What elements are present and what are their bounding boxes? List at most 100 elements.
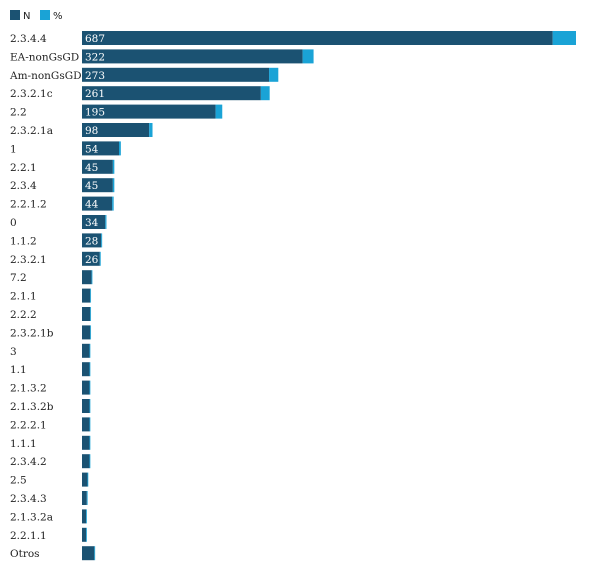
bar-pct-2-2 bbox=[215, 104, 223, 119]
legend-swatch-pct bbox=[40, 10, 50, 20]
bar-n-otros bbox=[82, 546, 95, 561]
bar-pct-1-1 bbox=[89, 362, 91, 377]
value-labels: 687 322 273 261 195 98 54 45 45 44 34 28 26 bbox=[85, 33, 105, 266]
bar-n-2-3-4-2 bbox=[82, 454, 90, 469]
category-label-ea-nongsgd: EA-nonGsGD bbox=[10, 51, 79, 63]
bar-pct-2-3-4 bbox=[112, 178, 115, 193]
bar-pct-2-1-3-2b bbox=[89, 399, 91, 413]
bar-pct-otros bbox=[94, 546, 96, 561]
category-label-7-2: 7.2 bbox=[10, 272, 27, 284]
bar-pct-2-2-1-1 bbox=[86, 527, 87, 542]
bar-pct-1-1-2 bbox=[101, 233, 103, 248]
bar-n-1-1-2 bbox=[82, 233, 102, 248]
bar-n-2-2-1-2 bbox=[82, 196, 113, 211]
value-label-2-2-1: 45 bbox=[85, 162, 98, 174]
category-label-2-3-2-1a: 2.3.2.1a bbox=[10, 125, 53, 137]
bar-n-1-1 bbox=[82, 362, 90, 377]
category-label-2-3-2-1: 2.3.2.1 bbox=[10, 254, 47, 266]
legend-label-n: N bbox=[23, 11, 30, 22]
bar-pct-2-1-3-2a bbox=[86, 509, 87, 524]
bar-pct-2-1-1 bbox=[90, 288, 92, 303]
bar-pct-2-3-2-1b bbox=[90, 325, 92, 340]
bar-pct-1-1-1 bbox=[89, 435, 91, 450]
bar-pct-2-2-2 bbox=[90, 307, 92, 321]
bar-n-2-3-2-1 bbox=[82, 251, 100, 266]
bar-pct-ea-nongsgd bbox=[302, 49, 314, 64]
bar-pct-2-3-4-4 bbox=[552, 31, 576, 45]
bar-pct-2-3-4-2 bbox=[89, 454, 91, 469]
value-label-2-3-2-1a: 98 bbox=[85, 125, 98, 137]
bar-n-2-3-2-1a bbox=[82, 123, 150, 137]
category-label-2-1-3-2a: 2.1.3.2a bbox=[10, 511, 53, 523]
category-label-2-3-4-3: 2.3.4.3 bbox=[10, 493, 47, 505]
bar-n-2-3-2-1b bbox=[82, 325, 91, 340]
category-label-2-2: 2.2 bbox=[10, 107, 27, 119]
bar-n-3 bbox=[82, 343, 90, 358]
bar-n-2-3-2-1c bbox=[82, 86, 261, 101]
bar-pct-1 bbox=[119, 141, 121, 156]
category-label-2-1-3-2b: 2.1.3.2b bbox=[10, 401, 54, 413]
bar-pct-0 bbox=[105, 215, 107, 229]
category-label-2-2-2-1: 2.2.2.1 bbox=[10, 419, 47, 431]
category-label-2-3-4: 2.3.4 bbox=[10, 180, 37, 192]
bar-n-2-1-3-2a bbox=[82, 509, 87, 524]
value-label-2-3-4: 45 bbox=[85, 180, 98, 192]
category-label-1-1: 1.1 bbox=[10, 364, 27, 376]
category-label-2-1-1: 2.1.1 bbox=[10, 291, 37, 303]
bar-pct-2-3-4-3 bbox=[86, 491, 88, 505]
bar-pct-7-2 bbox=[91, 270, 93, 285]
value-label-am-nongsgd: 273 bbox=[85, 70, 105, 82]
category-label-2-2-1: 2.2.1 bbox=[10, 162, 37, 174]
bar-n-7-2 bbox=[82, 270, 92, 285]
value-label-ea-nongsgd: 322 bbox=[85, 51, 105, 63]
bar-n-2-1-3-2 bbox=[82, 380, 90, 395]
value-label-2-3-4-4: 687 bbox=[85, 33, 105, 45]
category-label-2-2-2: 2.2.2 bbox=[10, 309, 37, 321]
bar-n-2-3-4-3 bbox=[82, 491, 87, 505]
value-label-2-2-1-2: 44 bbox=[85, 199, 99, 211]
category-label-2-3-4-2: 2.3.4.2 bbox=[10, 456, 47, 468]
bar-n-2-2-2-1 bbox=[82, 417, 90, 432]
bar-n-ea-nongsgd bbox=[82, 49, 303, 64]
bar-n-1-1-1 bbox=[82, 435, 90, 450]
bar-n-2-2-1-1 bbox=[82, 527, 87, 542]
bar-pct-2-2-1-2 bbox=[112, 196, 114, 211]
category-label-2-2-1-2: 2.2.1.2 bbox=[10, 199, 47, 211]
value-label-1-1-2: 28 bbox=[85, 235, 98, 247]
category-label-1-1-1: 1.1.1 bbox=[10, 438, 37, 450]
bar-pct-2-3-2-1 bbox=[99, 251, 101, 266]
bar-n-0 bbox=[82, 215, 106, 229]
bar-n-2-1-3-2b bbox=[82, 399, 90, 413]
bars bbox=[82, 31, 576, 561]
bar-pct-2-3-2-1c bbox=[260, 86, 270, 101]
bar-pct-2-2-2-1 bbox=[89, 417, 91, 432]
category-label-2-3-2-1c: 2.3.2.1c bbox=[10, 88, 53, 100]
bar-n-1 bbox=[82, 141, 119, 156]
bar-pct-2-2-1 bbox=[112, 159, 115, 174]
category-label-2-2-1-1: 2.2.1.1 bbox=[10, 530, 47, 542]
bar-n-2-3-4 bbox=[82, 178, 113, 193]
bar-n-2-5 bbox=[82, 472, 88, 487]
category-label-2-3-4-4: 2.3.4.4 bbox=[10, 33, 47, 45]
category-label-1: 1 bbox=[10, 143, 17, 155]
bar-pct-3 bbox=[89, 343, 91, 358]
value-label-2-3-2-1: 26 bbox=[85, 254, 99, 266]
value-label-0: 34 bbox=[85, 217, 99, 229]
bar-pct-2-5 bbox=[87, 472, 89, 487]
category-label-2-3-2-1b: 2.3.2.1b bbox=[10, 327, 54, 339]
bar-n-2-1-1 bbox=[82, 288, 91, 303]
bar-n-2-2-2 bbox=[82, 307, 91, 321]
category-label-2-1-3-2: 2.1.3.2 bbox=[10, 383, 47, 395]
value-label-2-3-2-1c: 261 bbox=[85, 88, 105, 100]
value-label-1: 54 bbox=[85, 143, 99, 155]
category-labels: 2.3.4.4 EA-nonGsGD Am-nonGsGD 2.3.2.1c 2.2 2.… bbox=[9, 33, 82, 560]
bar-n-2-3-4-4 bbox=[82, 31, 553, 45]
category-label-3: 3 bbox=[10, 346, 17, 358]
bar-n-2-2 bbox=[82, 104, 216, 119]
category-label-otros: Otros bbox=[10, 548, 40, 560]
legend: N % bbox=[10, 10, 63, 22]
bar-n-am-nongsgd bbox=[82, 67, 270, 82]
bar-pct-am-nongsgd bbox=[269, 67, 279, 82]
bar-pct-2-3-2-1a bbox=[149, 123, 153, 137]
